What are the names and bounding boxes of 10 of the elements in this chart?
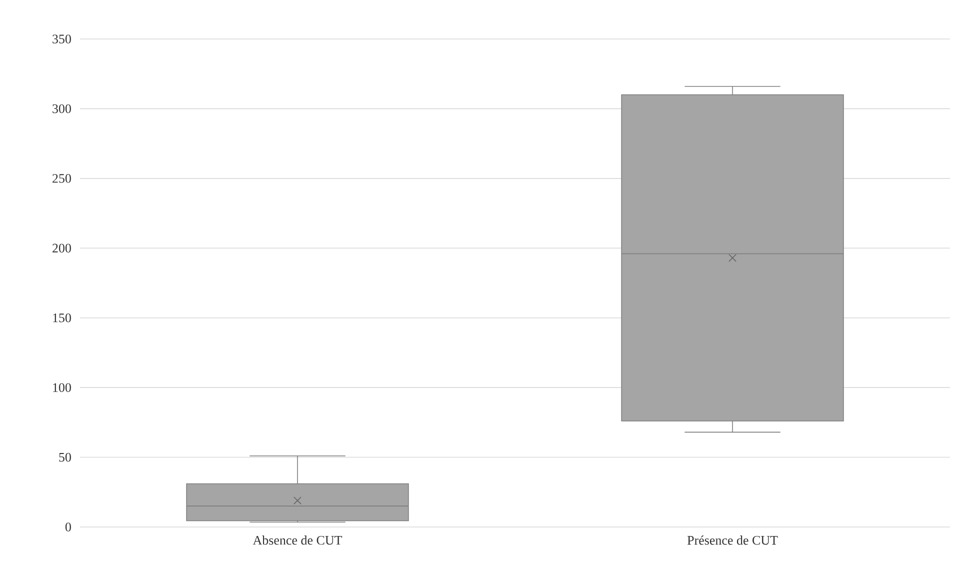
y-tick-label: 100 <box>53 383 71 392</box>
y-tick-label: 150 <box>53 313 71 322</box>
y-tick-label: 0 <box>65 522 71 532</box>
y-tick-label: 300 <box>52 104 71 114</box>
x-tick-label: Absence de CUT <box>252 536 342 545</box>
y-tick-label: 250 <box>52 174 71 183</box>
x-tick-label: Présence de CUT <box>687 536 778 545</box>
y-tick-label: 350 <box>52 34 71 44</box>
y-tick-label: 50 <box>59 452 71 462</box>
y-tick-label: 200 <box>52 244 71 253</box>
